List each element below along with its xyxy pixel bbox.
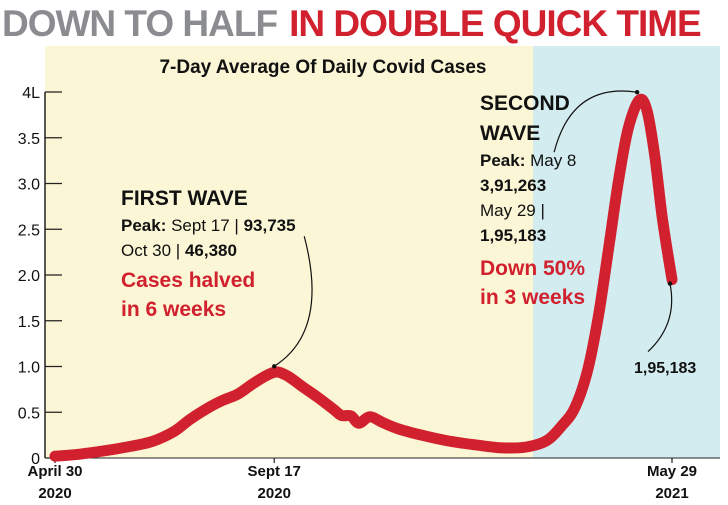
x-ticks: April 30 2020 Sept 17 2020 May 29 2021: [27, 458, 697, 502]
first-wave-annotation: FIRST WAVE Peak: Sept 17 | 93,735 Oct 30…: [121, 187, 313, 367]
second-wave-may29: May 29 |: [480, 201, 545, 220]
first-wave-oct-text: Oct 30 |: [121, 241, 185, 260]
headline-part-grey: DOWN TO HALF: [2, 3, 277, 44]
y-tick-label: 3.0: [18, 177, 40, 194]
end-value-label: 1,95,183: [634, 360, 696, 377]
y-tick-label: 0: [31, 451, 40, 468]
x-tick-year-label: 2020: [258, 485, 291, 502]
first-wave-oct-value: 46,380: [185, 241, 237, 260]
y-tick-label: 4L: [22, 85, 40, 102]
first-wave-peak: Peak: Sept 17 | 93,735: [121, 216, 296, 235]
series-line: [49, 93, 678, 462]
x-tick-year-label: 2021: [655, 485, 688, 502]
y-ticks: 0 0.5 1.0 1.5 2.0 2.5 3.0 3.5 4L: [18, 85, 62, 468]
first-wave-peak-text: Sept 17 |: [166, 216, 243, 235]
headline-part-red: IN DOUBLE QUICK TIME: [289, 3, 701, 44]
first-wave-peak-value: 93,735: [244, 216, 296, 235]
first-wave-peak-label: Peak:: [121, 216, 166, 235]
x-tick-label: Sept 17: [248, 463, 301, 480]
first-wave-panel: [45, 46, 533, 458]
first-wave-oct: Oct 30 | 46,380: [121, 241, 237, 260]
first-wave-halved-line2: in 6 weeks: [121, 298, 226, 321]
second-wave-leader-line: [553, 90, 638, 153]
y-tick-label: 1.5: [18, 314, 40, 331]
second-wave-peak-dot: [634, 90, 640, 95]
second-wave-peak-label: Peak:: [480, 151, 525, 170]
first-wave-halved-line1: Cases halved: [121, 269, 255, 292]
end-value-dot: [667, 281, 673, 286]
second-wave-title-line1: SECOND: [480, 92, 570, 115]
first-wave-leader-line: [273, 236, 313, 367]
x-tick-label: May 29: [647, 463, 697, 480]
second-wave-peak-text: May 8: [525, 151, 576, 170]
x-tick-label: April 30: [27, 463, 82, 480]
second-wave-title-line2: WAVE: [480, 122, 540, 145]
first-wave-peak-dot: [272, 364, 277, 369]
end-value-leader-line: [647, 283, 673, 353]
y-tick-label: 1.0: [18, 360, 40, 377]
first-wave-title: FIRST WAVE: [121, 187, 248, 210]
second-wave-peak-value: 3,91,263: [480, 176, 546, 195]
second-wave-down-line2: in 3 weeks: [480, 286, 585, 309]
y-tick-label: 2.5: [18, 222, 40, 239]
x-tick-year-label: 2020: [38, 485, 71, 502]
y-tick-label: 3.5: [18, 131, 40, 148]
chart-title: 7-Day Average Of Daily Covid Cases: [159, 57, 486, 78]
second-wave-down-line1: Down 50%: [480, 257, 585, 280]
headline: DOWN TO HALF IN DOUBLE QUICK TIME: [2, 3, 701, 44]
y-tick-label: 2.0: [18, 268, 40, 285]
y-tick-label: 0.5: [18, 405, 40, 422]
second-wave-peak: Peak: May 8: [480, 151, 576, 170]
second-wave-may29-value: 1,95,183: [480, 226, 546, 245]
second-wave-annotation: SECOND WAVE Peak: May 8 3,91,263 May 29 …: [480, 90, 638, 309]
